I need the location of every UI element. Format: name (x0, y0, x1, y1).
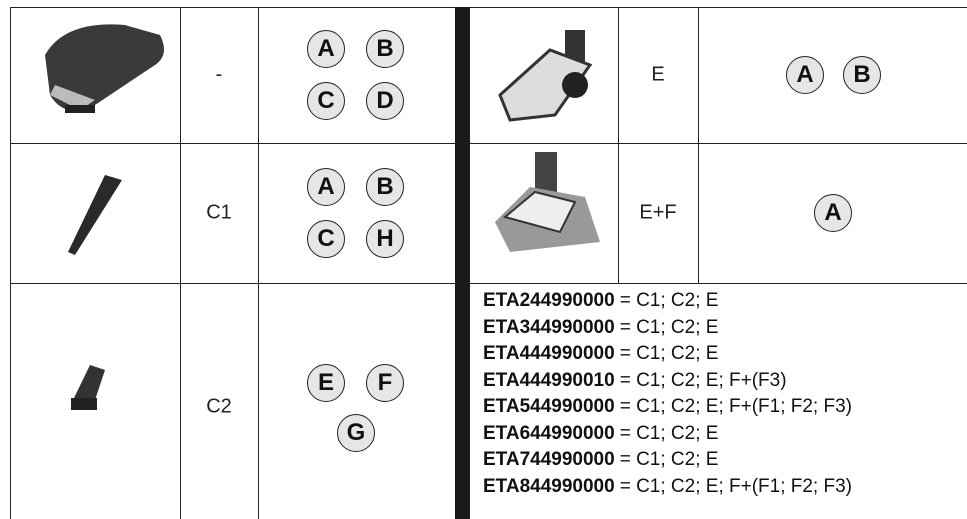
mop-nozzle-image (495, 152, 600, 252)
model-parts: = C1; C2; E (619, 422, 719, 444)
model-line: ETA844990000 = C1; C2; E; F+(F1; F2; F3) (483, 476, 852, 498)
model-parts: = C1; C2; E (619, 316, 719, 338)
letter-badge: D (366, 82, 404, 120)
handheld-image (45, 24, 164, 113)
code-cell: E (651, 63, 665, 86)
model-line: ETA344990000 = C1; C2; E (483, 317, 718, 339)
letter-badge: A (307, 30, 345, 68)
model-line: ETA744990000 = C1; C2; E (483, 449, 718, 471)
model-parts: = C1; C2; E (619, 290, 719, 311)
model-line: ETA644990000 = C1; C2; E (483, 423, 718, 445)
model-number: ETA744990000 (483, 449, 615, 470)
model-line: ETA444990010 = C1; C2; E; F+(F3) (483, 370, 787, 392)
brush-tool-image (71, 365, 105, 410)
row-line (10, 283, 967, 284)
model-line: ETA544990000 = C1; C2; E; F+(F1; F2; F3) (483, 396, 852, 418)
code-cell: - (215, 63, 223, 86)
col-line (180, 7, 181, 519)
letter-badge: B (366, 30, 404, 68)
model-number: ETA344990000 (483, 316, 615, 338)
border (10, 7, 967, 8)
letter-badge: F (366, 364, 404, 402)
model-number: ETA644990000 (483, 422, 615, 444)
model-parts: = C1; C2; E; F+(F3) (619, 369, 787, 391)
code-cell: C1 (206, 201, 232, 224)
floor-nozzle-image (498, 30, 593, 122)
model-number: ETA544990000 (483, 396, 615, 417)
model-parts: = C1; C2; E (619, 449, 719, 470)
letter-badge: H (366, 220, 404, 258)
model-parts: = C1; C2; E; F+(F1; F2; F3) (619, 396, 852, 417)
code-cell: E+F (639, 201, 677, 224)
divider (455, 7, 470, 519)
letter-badge: B (843, 56, 881, 94)
letter-badge: C (307, 220, 345, 258)
letter-badge: C (307, 82, 345, 120)
model-parts: = C1; C2; E (619, 343, 719, 364)
model-line: ETA444990000 = C1; C2; E (483, 343, 718, 365)
letter-badge: E (307, 364, 345, 402)
model-number: ETA844990000 (483, 475, 615, 497)
letter-badge: A (814, 194, 852, 232)
model-line: ETA244990000 = C1; C2; E (483, 290, 718, 312)
letter-badge: A (307, 168, 345, 206)
letter-badge: A (786, 56, 824, 94)
col-line (10, 7, 11, 519)
code-cell: C2 (206, 395, 232, 418)
col-line (618, 7, 619, 283)
col-line (698, 7, 699, 283)
col-line (258, 7, 259, 519)
model-number: ETA444990010 (483, 369, 615, 391)
model-number: ETA444990000 (483, 343, 615, 364)
letter-badge: B (366, 168, 404, 206)
model-number: ETA244990000 (483, 290, 615, 311)
row-line (10, 143, 967, 144)
letter-badge: G (337, 414, 375, 452)
model-parts: = C1; C2; E; F+(F1; F2; F3) (619, 475, 852, 497)
crevice-tool-image (68, 175, 122, 255)
